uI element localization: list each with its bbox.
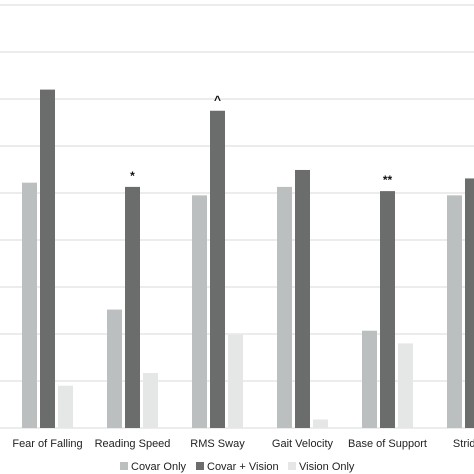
legend-label: Covar Only [131,461,187,473]
x-tick-label: Stride V [453,438,474,450]
legend-swatch [120,462,128,470]
gridlines [0,4,474,429]
legend-swatch [288,462,296,470]
bar-3-series-2 [210,110,225,428]
bar-4-series-2 [295,169,310,428]
bar-2-series-3 [143,373,158,428]
x-tick-label: RMS Sway [190,438,245,450]
bar-6-series-2 [465,178,474,428]
bar-2-series-1 [107,309,122,428]
significance-annotations: * ^ ** [130,93,392,187]
bar-1-series-1 [22,182,37,428]
bar-3-series-3 [228,334,243,428]
bar-1-series-3 [58,385,73,428]
x-tick-label: Gait Velocity [272,438,334,450]
bar-5-series-3 [398,343,413,428]
bar-1-series-2 [40,89,55,428]
bar-4-series-3 [313,419,328,428]
x-tick-label: Reading Speed [95,438,171,450]
bar-5-series-1 [362,330,377,428]
x-tick-label: Base of Support [348,438,427,450]
bar-2-series-2 [125,186,140,428]
legend-label: Covar + Vision [207,461,279,473]
x-tick-label: Fear of Falling [12,438,82,450]
legend-swatch [196,462,204,470]
bar-5-series-2 [380,191,395,428]
annotation-label: ^ [214,93,221,107]
x-tick-labels: Fear of Falling Reading Speed RMS Sway Gait… [12,438,474,450]
bars [22,89,474,428]
legend: Covar Only Covar + Vision Vision Only [120,461,355,473]
bar-6-series-1 [447,195,462,428]
annotation-label: * [130,169,135,183]
bar-4-series-1 [277,186,292,428]
annotation-label: ** [383,173,393,187]
legend-label: Vision Only [299,461,355,473]
bar-3-series-1 [192,195,207,428]
